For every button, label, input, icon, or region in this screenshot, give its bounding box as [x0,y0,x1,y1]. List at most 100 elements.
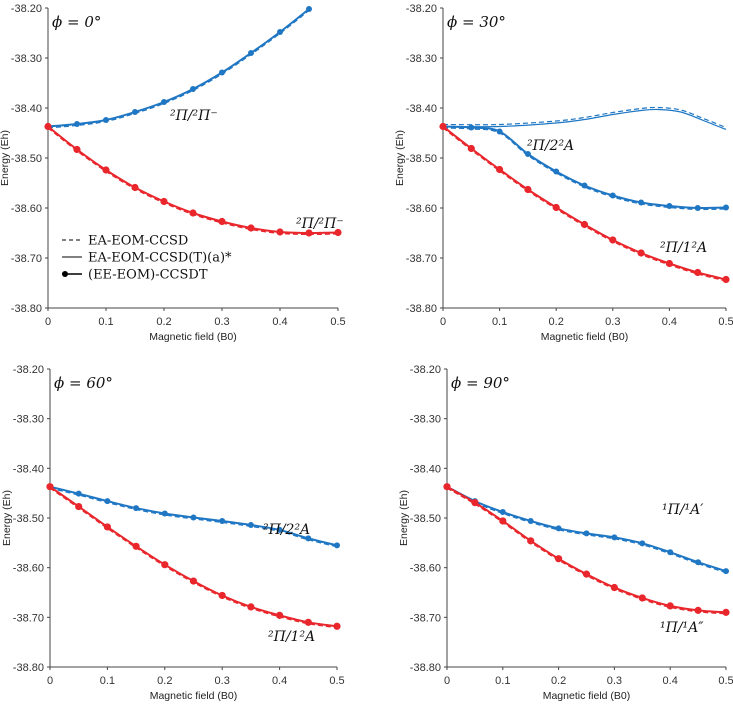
data-point [306,6,312,12]
series-upper-ea-eom-lines-no-markers- [442,106,727,131]
series-line-solid [47,8,310,128]
data-point [552,203,560,212]
data-point [44,122,52,131]
legend-item: EA-EOM-CCSD [62,234,188,249]
legend: EA-EOM-CCSD EA-EOM-CCSD(T)(a)* (EE-EOM)-CC… [62,234,232,283]
legend-label: (EE-EOM)-CCSDT [88,268,208,283]
chart-panel-3: -38.20 -38.30 -38.40 -38.50 -38.60 -38.70 -38.… [1,364,345,702]
x-tick-label: 0.3 [605,316,620,328]
data-point [218,217,226,226]
data-point [132,542,140,550]
data-point [161,99,167,105]
data-point [190,86,196,92]
data-point [580,220,589,229]
data-point [555,555,563,563]
y-axis-label: Energy (Eh) [0,130,11,186]
y-tick-label: -38.60 [406,203,437,215]
legend-item: EA-EOM-CCSD(T)(a)* [62,251,232,266]
y-tick-label: -38.40 [13,463,44,475]
x-tick-label: 0.2 [551,675,566,687]
series-red-ccsdt [46,483,341,630]
x-tick-label: 0.1 [492,316,507,328]
y-tick-label: -38.70 [410,612,441,624]
data-point [610,583,619,592]
data-point [333,622,341,630]
curve-annotation: ²Π/1²A [268,629,315,645]
data-point [133,505,140,512]
data-point [694,268,702,277]
data-point [637,249,645,257]
data-point [439,122,447,131]
data-point [723,568,729,575]
series-line-solid [47,125,339,235]
data-point [46,483,54,491]
data-point [499,509,506,516]
x-tick-label: 0.4 [662,316,677,328]
data-point [667,549,674,556]
data-point [305,535,312,542]
data-point [75,490,82,497]
data-point [247,603,255,611]
data-point [304,618,312,626]
data-point [468,124,475,131]
y-tick-label: -38.80 [406,303,437,315]
data-point [219,69,225,76]
data-point [305,229,313,237]
chart-panel-4: -38.20 -38.30 -38.40 -38.50 -38.60 -38.70 -38.… [398,364,733,702]
x-axis-label: Magnetic field (B0) [149,331,237,343]
data-point [73,145,81,154]
data-point [103,523,111,531]
y-tick-label: -38.50 [406,153,437,165]
data-point [471,499,479,507]
data-point [132,109,138,115]
data-point [666,203,673,209]
x-tick-label: 0.4 [663,675,678,687]
x-axis-label: Magnetic field (B0) [543,690,631,702]
data-point [75,502,83,511]
y-tick-label: -38.40 [406,103,437,115]
y-tick-label: -38.70 [406,253,437,265]
curve-annotation: ¹Π/¹A″ [660,620,704,636]
series-line-solid [442,108,727,131]
y-tick-label: -38.80 [13,662,44,674]
series-red-ccsdt [439,122,730,284]
series-blue-ccsdt [47,483,340,549]
x-tick-label: 0.5 [718,316,733,328]
data-point [247,224,255,232]
data-point [695,559,702,566]
series-line-dashed [47,9,310,129]
x-tick-label: 0.5 [718,675,733,687]
x-tick-label: 0.3 [214,316,229,328]
x-tick-label: 0.2 [156,316,171,328]
data-point [582,570,591,578]
data-point [638,199,645,206]
series-red-ccsdt [44,122,342,237]
data-point [219,517,226,524]
data-point [499,517,507,525]
x-axis-label: Magnetic field (B0) [150,690,238,702]
legend-item: (EE-EOM)-CCSDT [62,268,208,283]
series-blue-ccsdt [444,483,729,575]
y-tick-label: -38.20 [11,3,42,15]
x-tick-label: 0.3 [607,675,622,687]
data-point [189,209,197,217]
x-tick-label: 0.1 [98,316,113,328]
data-point [103,117,109,123]
data-point [496,165,504,174]
x-tick-label: 0.2 [157,675,172,687]
curve-annotation: ²Π/²Π⁻ [296,216,344,232]
y-tick-label: -38.40 [11,103,42,115]
y-tick-label: -38.40 [410,463,441,475]
x-tick-label: 0.5 [329,675,344,687]
x-tick-label: 0.4 [272,675,287,687]
data-point [666,602,674,610]
series-line-solid [49,485,338,628]
y-axis-label: Energy (Eh) [398,490,410,546]
data-point [248,50,254,56]
y-axis-label: Energy (Eh) [1,490,13,546]
data-point [443,483,451,491]
x-tick-label: 0 [47,675,53,687]
series-line-solid [442,125,727,281]
legend-label: EA-EOM-CCSD [88,234,188,249]
